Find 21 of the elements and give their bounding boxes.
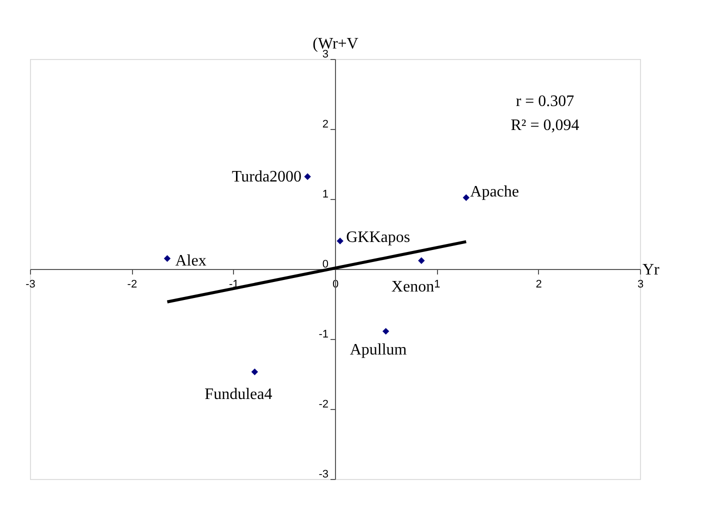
annotation: Turda2000 [232,168,302,186]
annotation: Xenon [391,278,434,296]
y-tick-label: -3 [318,468,328,480]
annotation: GKKapos [346,229,410,246]
annotation: Apache [470,184,520,201]
x-tick-label: 1 [434,278,440,290]
annotation: Alex [175,252,206,270]
annotation: r = 0.307 [516,93,574,110]
x-axis-title: Yr [642,262,660,278]
x-tick-label: -3 [26,278,36,290]
x-tick-label: -2 [127,278,138,290]
x-tick-label: 3 [637,278,644,290]
y-tick-label: -1 [318,328,328,340]
annotation: Apullum [350,341,408,358]
annotation: Fundulea4 [204,386,272,403]
y-tick-label: 0 [322,258,328,270]
y-tick-label: 1 [322,188,328,200]
annotation: R² = 0,094 [510,117,580,134]
y-tick-label: -2 [318,398,328,410]
x-tick-label: 2 [536,278,542,290]
y-tick-label: 2 [322,118,328,130]
